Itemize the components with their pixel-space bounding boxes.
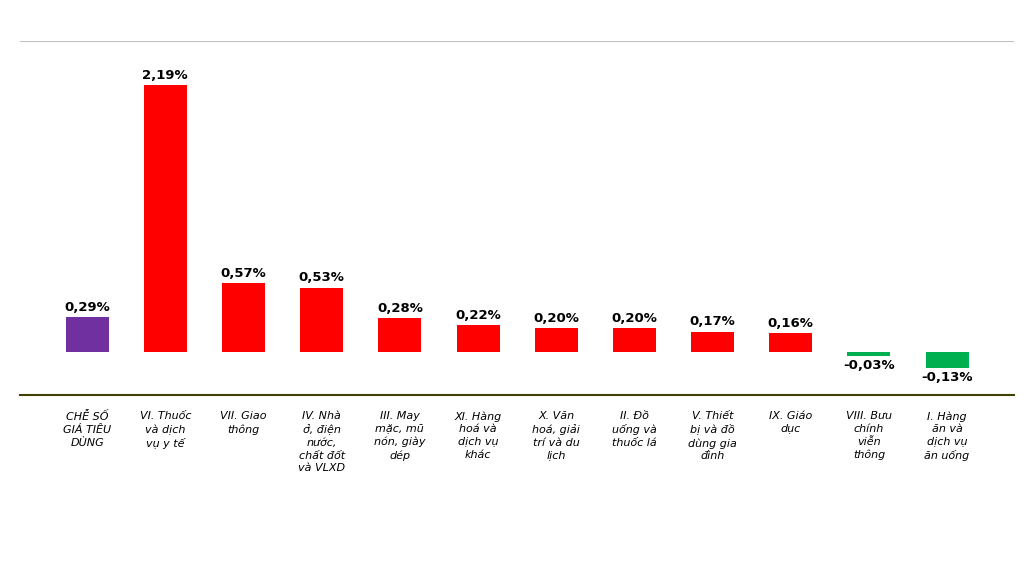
Bar [848, 352, 891, 356]
Bar [926, 352, 969, 368]
Bar [143, 85, 186, 352]
Bar [769, 333, 812, 352]
Text: 0,17%: 0,17% [690, 315, 735, 328]
Bar [300, 288, 343, 352]
Bar [535, 328, 578, 352]
Bar [222, 282, 265, 352]
Text: 2,19%: 2,19% [142, 69, 188, 81]
Text: 0,53%: 0,53% [299, 271, 345, 285]
Text: 0,57%: 0,57% [220, 267, 266, 279]
Text: 0,20%: 0,20% [534, 312, 580, 325]
Text: 0,16%: 0,16% [768, 317, 814, 329]
Text: 0,29%: 0,29% [65, 301, 110, 314]
Text: -0,13%: -0,13% [922, 371, 973, 384]
Text: -0,03%: -0,03% [843, 359, 895, 372]
Text: 0,20%: 0,20% [611, 312, 657, 325]
Text: 0,28%: 0,28% [377, 302, 423, 315]
Bar [378, 318, 421, 352]
Bar [691, 332, 734, 352]
Bar [457, 325, 500, 352]
Bar [613, 328, 656, 352]
Text: 0,22%: 0,22% [455, 309, 501, 322]
Bar [66, 317, 109, 352]
